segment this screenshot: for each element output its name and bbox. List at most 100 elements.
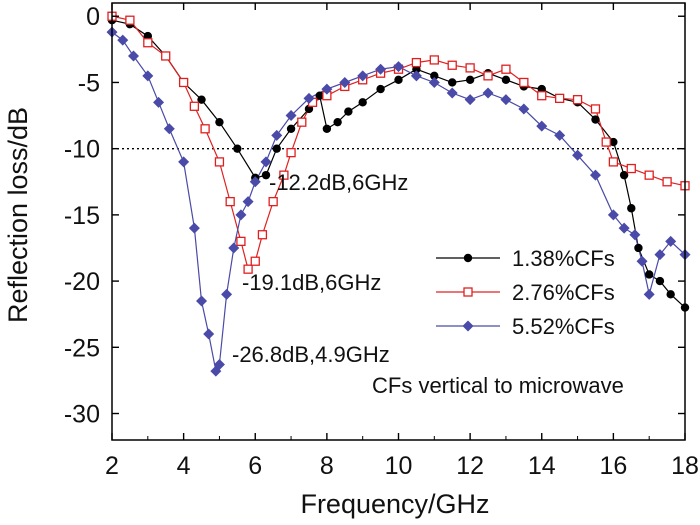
series-3-point <box>271 129 283 141</box>
legend-label: 1.38%CFs <box>512 246 615 271</box>
series-3-point <box>618 222 630 234</box>
series-2-point <box>236 236 246 247</box>
y-tick-label: -20 <box>64 268 100 296</box>
y-tick-label: -30 <box>64 401 100 429</box>
series-1-point <box>430 71 439 81</box>
legend-marker <box>463 253 473 263</box>
series-3-point <box>500 94 512 106</box>
series-2-point <box>225 196 235 207</box>
series-3-point <box>536 120 548 132</box>
series-2-point <box>243 264 253 274</box>
series-line-2 <box>111 15 686 271</box>
series-3-point <box>235 209 247 221</box>
series-1-point <box>322 124 332 134</box>
y-tick-label: 0 <box>86 3 100 31</box>
series-2-point <box>161 51 171 61</box>
series-3-point <box>410 70 422 82</box>
series-3-point <box>196 295 208 307</box>
series-3-point <box>260 156 272 168</box>
series-2-point <box>143 38 153 48</box>
series-1-point <box>655 276 665 286</box>
series-1-point <box>333 117 342 127</box>
series-2-point <box>601 137 611 147</box>
series-3-point <box>357 70 369 82</box>
annotation-label: -26.8dB,4.9GHz <box>232 342 390 367</box>
legend-marker <box>463 287 473 297</box>
series-2-point <box>125 15 135 25</box>
series-1-point <box>619 170 629 180</box>
series-2-point <box>411 57 422 68</box>
series-3-point <box>428 76 440 88</box>
chart-note: CFs vertical to microwave <box>372 373 624 398</box>
series-3-point <box>285 110 297 122</box>
series-2-point <box>268 196 278 207</box>
series-1-point <box>197 95 206 104</box>
series-2-point <box>257 230 268 240</box>
tick-layer: 2 4 6 8 10 12 14 16 18 0 -5 -10 -15 -20 -25 -30 <box>64 3 699 480</box>
series-2-point <box>608 157 619 167</box>
series-1-point <box>666 290 675 299</box>
series-1-point <box>233 144 242 153</box>
x-tick-label: 14 <box>528 452 556 480</box>
series-2-point <box>501 64 511 74</box>
series-1-point <box>315 91 324 100</box>
series-3-point <box>554 129 566 141</box>
series-2-point <box>662 177 672 187</box>
series-3-point <box>178 156 190 168</box>
series-3-point <box>153 96 165 108</box>
series-2-point <box>537 91 547 101</box>
x-tick-label: 8 <box>320 452 334 480</box>
series-1-point <box>394 75 403 85</box>
series-2-point <box>200 124 210 134</box>
series-1-point <box>344 107 353 116</box>
annotation-label: -12.2dB,6GHz <box>269 170 408 195</box>
legend-label: 2.76%CFs <box>512 280 615 305</box>
annotation-label: -19.1dB,6GHz <box>242 270 381 295</box>
series-3-point <box>393 61 404 73</box>
series-2-point <box>297 117 307 127</box>
series-1-point <box>634 243 643 253</box>
series-3-point <box>142 70 154 82</box>
y-tick-label: -10 <box>64 136 100 164</box>
series-2-point <box>644 170 654 180</box>
series-1-point <box>627 204 636 213</box>
series-1-point <box>465 75 475 85</box>
x-tick-label: 2 <box>105 452 119 480</box>
series-1-point <box>358 98 367 107</box>
series-3-point <box>228 242 240 254</box>
x-tick-label: 4 <box>177 452 191 480</box>
series-2-point <box>178 77 189 88</box>
series-2-point <box>279 170 289 180</box>
series-3-point <box>127 50 139 62</box>
y-tick-label: -15 <box>64 202 100 230</box>
series-3-point <box>188 222 200 234</box>
series-3-point <box>643 288 655 300</box>
series-2-point <box>572 95 583 105</box>
series-2-point <box>429 55 439 65</box>
series-3-point <box>203 328 215 340</box>
x-tick-label: 18 <box>671 452 699 480</box>
series-3-point <box>654 249 666 261</box>
x-axis-label: Frequency/GHz <box>300 489 489 519</box>
series-3-point <box>242 196 254 208</box>
series-2-point <box>626 163 636 174</box>
series-2-point <box>189 101 200 111</box>
series-3-point <box>518 103 530 115</box>
x-tick-label: 10 <box>385 452 413 480</box>
series-3-point <box>464 94 476 106</box>
series-2-point <box>590 104 601 114</box>
y-tick-label: -5 <box>78 69 100 97</box>
series-3-point <box>572 149 584 161</box>
series-3-point <box>629 229 641 241</box>
x-tick-label: 12 <box>456 452 484 480</box>
series-3-point <box>321 83 333 95</box>
series-2-point <box>465 63 475 73</box>
x-tick-label: 16 <box>599 452 627 480</box>
legend-marker <box>462 320 474 332</box>
series-3-point <box>303 92 315 104</box>
series-3-point <box>636 255 648 267</box>
series-3-point <box>589 169 601 181</box>
series-3-point <box>607 209 619 221</box>
series-2-point <box>214 157 225 167</box>
